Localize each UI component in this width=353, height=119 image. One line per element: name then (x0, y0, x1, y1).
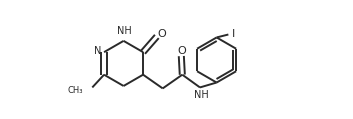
Text: CH₃: CH₃ (67, 86, 83, 95)
Text: NH: NH (117, 26, 132, 36)
Text: O: O (177, 46, 186, 56)
Text: N: N (94, 46, 101, 56)
Text: I: I (232, 29, 235, 39)
Text: NH: NH (194, 90, 209, 100)
Text: O: O (157, 29, 166, 39)
